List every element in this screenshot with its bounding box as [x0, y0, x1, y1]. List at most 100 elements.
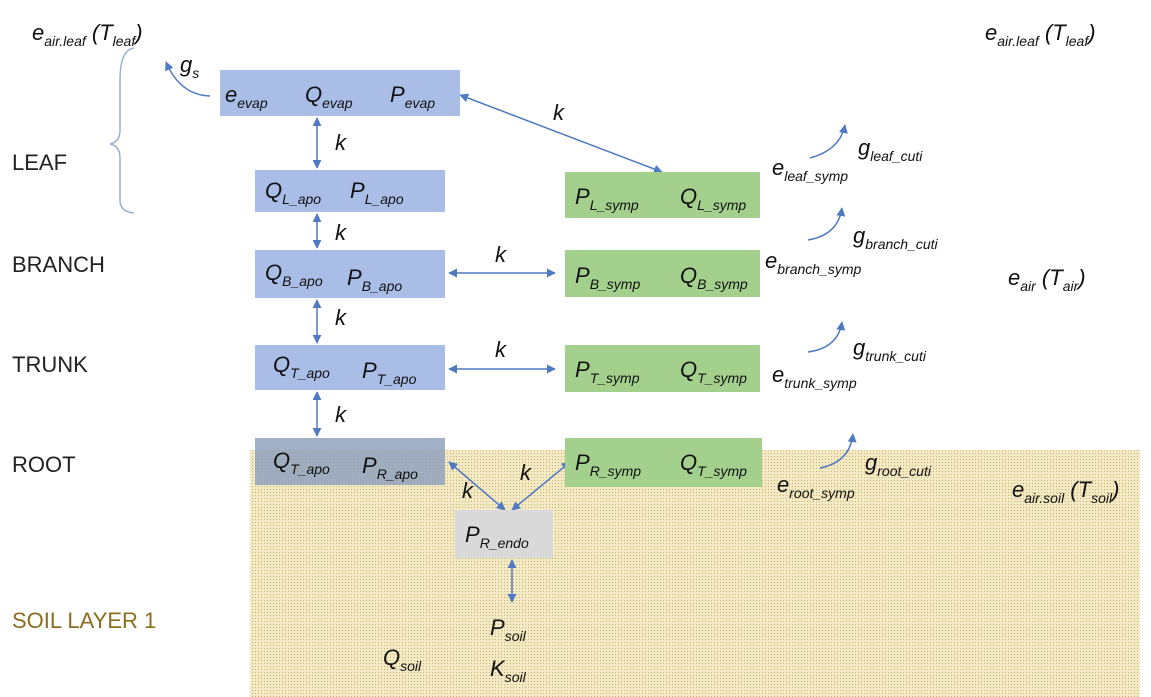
- box-label: PT_symp: [575, 357, 640, 386]
- subscript: branch_cuti: [865, 236, 938, 252]
- subscript: leaf_cuti: [870, 148, 923, 164]
- symbol: Q: [680, 450, 697, 475]
- box-label: QB_symp: [680, 263, 748, 292]
- symbol: g: [853, 223, 866, 248]
- variable-label: eair.soil (Tsoil): [1012, 477, 1119, 506]
- subscript: B_apo: [362, 278, 403, 294]
- conductance-label: k: [462, 478, 474, 503]
- subscript: evap: [237, 95, 268, 111]
- symbol: e: [985, 20, 997, 45]
- subscript: L_apo: [365, 191, 404, 207]
- subscript: T_symp: [590, 370, 640, 386]
- subscript: branch_symp: [777, 261, 861, 277]
- subscript: soil: [505, 628, 527, 644]
- subscript: air.soil: [1024, 490, 1065, 506]
- symbol: ): [1075, 265, 1085, 290]
- level-label: ROOT: [12, 452, 76, 477]
- compartment-box: [255, 170, 445, 212]
- arrows: [165, 61, 857, 603]
- symbol: e: [225, 82, 237, 107]
- level-label: BRANCH: [12, 252, 105, 277]
- variable-label: eair.leaf (Tleaf): [32, 20, 143, 49]
- variable-label: groot_cuti: [865, 450, 932, 479]
- subscript: evap: [405, 95, 436, 111]
- box-label: QT_apo: [273, 352, 330, 381]
- symbol: ): [132, 20, 142, 45]
- variable-label: gleaf_cuti: [858, 135, 923, 164]
- subscript: L_apo: [282, 191, 321, 207]
- symbol: P: [465, 522, 480, 547]
- box-label: QT_symp: [680, 357, 747, 386]
- box-label: PR_symp: [575, 450, 641, 479]
- subscript: R_endo: [480, 535, 529, 551]
- variable-label: gs: [180, 52, 199, 81]
- symbol: Q: [680, 184, 697, 209]
- symbol: P: [490, 615, 505, 640]
- symbol: Q: [680, 263, 697, 288]
- conductance-label: k: [495, 337, 507, 362]
- symbol: e: [777, 472, 789, 497]
- symbol: ): [1109, 477, 1119, 502]
- symbol: g: [853, 335, 866, 360]
- box-label: Pevap: [390, 82, 435, 111]
- box-label: eevap: [225, 82, 268, 111]
- subscript: B_symp: [697, 276, 748, 292]
- conductance-label: k: [335, 130, 347, 155]
- variable-label: eleaf_symp: [772, 155, 848, 184]
- subscript: leaf: [113, 33, 138, 49]
- level-label: LEAF: [12, 150, 67, 175]
- subscript: leaf: [1066, 33, 1091, 49]
- level-label: SOIL LAYER 1: [12, 608, 156, 633]
- soil-area: [250, 450, 1140, 697]
- box-label: PR_endo: [465, 522, 529, 551]
- symbol: g: [180, 52, 193, 77]
- subscript: L_symp: [590, 197, 639, 213]
- symbol: P: [390, 82, 405, 107]
- subscript: T_symp: [697, 463, 747, 479]
- subscript: s: [192, 65, 199, 81]
- subscript: T_symp: [697, 370, 747, 386]
- conductance-label: k: [553, 100, 565, 125]
- subscript: air.leaf: [997, 33, 1041, 49]
- symbol: g: [865, 450, 878, 475]
- symbol: P: [575, 184, 590, 209]
- symbol: g: [858, 135, 871, 160]
- box-label: QT_apo: [273, 448, 330, 477]
- variable-label: Qsoil: [383, 645, 422, 674]
- subscript: air: [1063, 278, 1080, 294]
- symbol: ): [1085, 20, 1095, 45]
- symbol: P: [575, 450, 590, 475]
- compartment-box: [565, 438, 762, 487]
- compartment-box: [565, 172, 760, 218]
- symbol: Q: [305, 82, 322, 107]
- subscript: evap: [322, 95, 353, 111]
- subscript: R_symp: [590, 463, 642, 479]
- variable-label: ebranch_symp: [765, 248, 862, 277]
- subscript: air.leaf: [44, 33, 88, 49]
- subscript: B_symp: [590, 276, 641, 292]
- subscript: trunk_symp: [784, 375, 857, 391]
- box-label: QT_symp: [680, 450, 747, 479]
- conductance-label: k: [335, 402, 347, 427]
- box-label: Qevap: [305, 82, 353, 111]
- symbol: e: [772, 155, 784, 180]
- variable-label: eair (Tair): [1008, 265, 1086, 294]
- symbol: e: [1012, 477, 1024, 502]
- symbol: P: [350, 178, 365, 203]
- subscript: T_apo: [377, 371, 417, 387]
- symbol: e: [1008, 265, 1020, 290]
- box-label: PL_apo: [350, 178, 404, 207]
- subscript: L_symp: [697, 197, 746, 213]
- subscript: T_apo: [290, 365, 330, 381]
- symbol: e: [772, 362, 784, 387]
- symbol: P: [362, 358, 377, 383]
- symbol: P: [575, 263, 590, 288]
- subscript: leaf_symp: [784, 168, 848, 184]
- symbol: Q: [273, 448, 290, 473]
- compartment-box: [220, 70, 460, 116]
- level-label: TRUNK: [12, 352, 88, 377]
- leaf-bracket: [109, 47, 135, 214]
- variable-label: gtrunk_cuti: [853, 335, 927, 364]
- conductance-label: k: [335, 305, 347, 330]
